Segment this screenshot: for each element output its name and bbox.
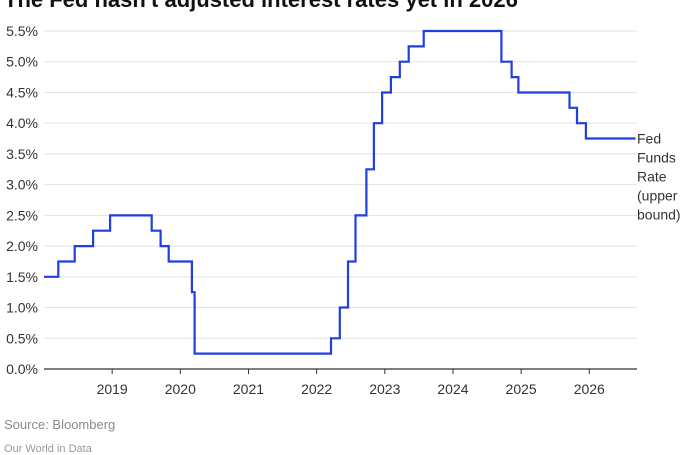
x-tick-label: 2022 xyxy=(301,381,332,397)
x-axis: 2019 2020 2021 2022 2023 2024 2025 2026 xyxy=(97,369,605,397)
y-tick-label: 1.0% xyxy=(6,300,38,316)
x-tick-label: 2021 xyxy=(233,381,264,397)
footer-credit: Our World in Data xyxy=(4,443,92,455)
y-tick-label: 1.5% xyxy=(6,269,38,285)
x-tick-label: 2024 xyxy=(437,381,468,397)
series-label-group: Fed Funds Rate (upper bound) xyxy=(637,131,681,223)
x-tick-label: 2025 xyxy=(506,381,537,397)
source-note: Source: Bloomberg xyxy=(4,417,116,432)
series-label-line: Fed xyxy=(637,131,661,147)
x-tick-label: 2019 xyxy=(97,381,128,397)
x-tick-label: 2026 xyxy=(574,381,605,397)
x-tick-label: 2020 xyxy=(165,381,196,397)
chart-title: The Fed hasn't adjusted interest rates y… xyxy=(4,0,518,13)
y-axis: 0.0% 0.5% 1.0% 1.5% 2.0% 2.5% 3.0% 3.5% 4.0% 4.5%… xyxy=(6,23,38,377)
series-line-fed-funds-rate xyxy=(44,29,636,355)
series-label-line: Funds xyxy=(637,150,676,166)
y-tick-label: 0.0% xyxy=(6,361,38,377)
plot-area xyxy=(44,29,636,355)
series-label-line: (upper xyxy=(637,188,678,204)
y-tick-label: 3.0% xyxy=(6,177,38,193)
y-tick-label: 5.5% xyxy=(6,23,38,39)
y-tick-label: 4.0% xyxy=(6,115,38,131)
y-tick-label: 0.5% xyxy=(6,330,38,346)
y-tick-label: 3.5% xyxy=(6,146,38,162)
y-tick-label: 5.0% xyxy=(6,54,38,70)
series-label-line: Rate xyxy=(637,169,667,185)
series-label: Fed Funds Rate (upper bound) xyxy=(637,131,681,223)
y-tick-label: 2.5% xyxy=(6,207,38,223)
series-label-line: bound) xyxy=(637,207,681,223)
y-tick-label: 4.5% xyxy=(6,84,38,100)
grid-lines xyxy=(44,30,637,370)
x-tick-label: 2023 xyxy=(369,381,400,397)
y-tick-label: 2.0% xyxy=(6,238,38,254)
